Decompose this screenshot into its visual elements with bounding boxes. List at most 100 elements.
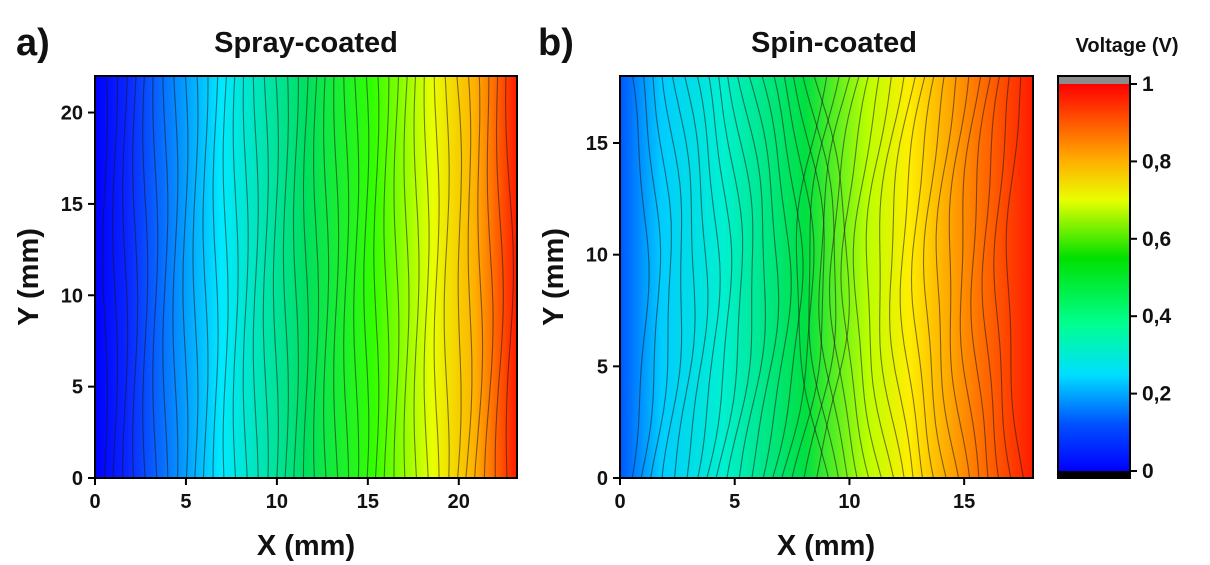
contour-line — [494, 76, 504, 478]
spin-coated-panel: b) Spin-coated 0 5 10 15 0 5 10 15 X (mm) Y (m… — [538, 22, 1034, 562]
contour-line — [828, 76, 860, 478]
contour-line — [772, 76, 804, 478]
contour-line — [363, 76, 370, 478]
y-axis-b: 0 5 10 15 — [586, 133, 620, 490]
plot-frame-a — [94, 75, 518, 479]
contour-line — [282, 76, 289, 478]
contour-line — [272, 76, 279, 478]
colorbar-tick-label: 1 — [1142, 73, 1154, 96]
contour-line — [661, 76, 683, 478]
y-tick-label: 10 — [586, 245, 608, 267]
spray-coated-panel: a) Spray-coated 0 5 10 15 20 0 5 10 15 20 X (mm)… — [13, 22, 518, 562]
colorbar-tick-label: 0,6 — [1142, 228, 1171, 251]
contour-line — [748, 76, 780, 478]
contour-line — [443, 76, 450, 478]
voltage-colorbar: Voltage (V) 0 0,2 0,4 0,6 0,8 1 — [1057, 35, 1179, 483]
x-axis-b: 0 5 10 15 — [614, 478, 975, 513]
panel-label-a: a) — [16, 22, 50, 64]
contour-lines-a — [102, 76, 514, 478]
colorbar-tick-label: 0,4 — [1142, 305, 1172, 328]
contour-line — [162, 76, 169, 478]
contour-line — [631, 76, 650, 478]
colorbar-title: Voltage (V) — [1076, 35, 1179, 57]
contour-line — [353, 76, 360, 478]
x-axis-title-a: X (mm) — [257, 530, 355, 562]
contour-line — [737, 76, 766, 478]
contour-line — [715, 76, 744, 478]
contour-line — [102, 76, 109, 478]
contour-line — [383, 76, 390, 478]
contour-line — [413, 76, 420, 478]
panel-title-b: Spin-coated — [751, 27, 917, 59]
contour-line — [640, 76, 662, 478]
y-tick-label: 5 — [597, 356, 608, 378]
contour-line — [142, 76, 149, 478]
contour-line — [456, 76, 463, 478]
colorbar-tick-label: 0,2 — [1142, 383, 1171, 406]
x-tick-label: 10 — [266, 491, 288, 513]
y-tick-label: 15 — [586, 133, 608, 155]
y-tick-label: 5 — [72, 377, 83, 399]
contour-line — [474, 76, 484, 478]
x-tick-label: 0 — [614, 491, 625, 513]
contour-line — [970, 76, 992, 478]
panel-title-a: Spray-coated — [214, 27, 398, 59]
contour-line — [172, 76, 179, 478]
contour-line — [192, 76, 199, 478]
contour-line — [433, 76, 440, 478]
contour-line — [922, 76, 947, 478]
contour-line — [791, 76, 825, 478]
voltage-heatmap-b — [620, 76, 1033, 478]
colorbar-frame — [1057, 75, 1131, 479]
contour-line — [993, 76, 1012, 478]
contour-line — [795, 76, 830, 478]
contour-line — [505, 76, 514, 478]
y-axis-title-b: Y (mm) — [538, 228, 570, 326]
contour-line — [242, 76, 249, 478]
contour-line — [706, 76, 733, 478]
contour-line — [483, 76, 494, 478]
panel-label-b: b) — [538, 22, 574, 64]
contour-line — [465, 76, 473, 478]
contour-line — [910, 76, 935, 478]
contour-line — [726, 76, 754, 478]
contour-line — [112, 76, 119, 478]
x-tick-label: 20 — [448, 491, 470, 513]
y-axis-a: 0 5 10 15 20 — [61, 103, 95, 490]
colorbar-tick-label: 0,8 — [1142, 150, 1172, 173]
contour-line — [1005, 76, 1025, 478]
y-tick-label: 15 — [61, 194, 83, 216]
contour-line — [671, 76, 696, 478]
contour-line — [262, 76, 269, 478]
contour-line — [393, 76, 400, 478]
y-tick-label: 20 — [61, 103, 83, 125]
x-axis-title-b: X (mm) — [777, 530, 875, 562]
contour-line — [959, 76, 982, 478]
colorbar-under-range — [1058, 471, 1130, 478]
x-tick-label: 5 — [180, 491, 191, 513]
contour-line — [152, 76, 159, 478]
contour-line — [865, 76, 895, 478]
contour-line — [313, 76, 320, 478]
contour-line — [889, 76, 916, 478]
contour-line — [981, 76, 1001, 478]
contour-line — [343, 76, 350, 478]
contour-line — [373, 76, 380, 478]
y-tick-label: 0 — [72, 468, 83, 490]
contour-line — [840, 76, 870, 478]
contour-line — [132, 76, 139, 478]
contour-line — [813, 76, 850, 478]
contour-line — [808, 76, 840, 478]
contour-line — [182, 76, 189, 478]
contour-line — [684, 76, 709, 478]
contour-line — [292, 76, 299, 478]
contour-line — [781, 76, 815, 478]
contour-line — [222, 76, 229, 478]
contour-line — [696, 76, 721, 478]
contour-line — [212, 76, 219, 478]
contour-line — [761, 76, 792, 478]
contour-line — [323, 76, 330, 478]
y-tick-label: 10 — [61, 285, 83, 307]
colorbar-ticks: 0 0,2 0,4 0,6 0,8 1 — [1130, 73, 1172, 483]
